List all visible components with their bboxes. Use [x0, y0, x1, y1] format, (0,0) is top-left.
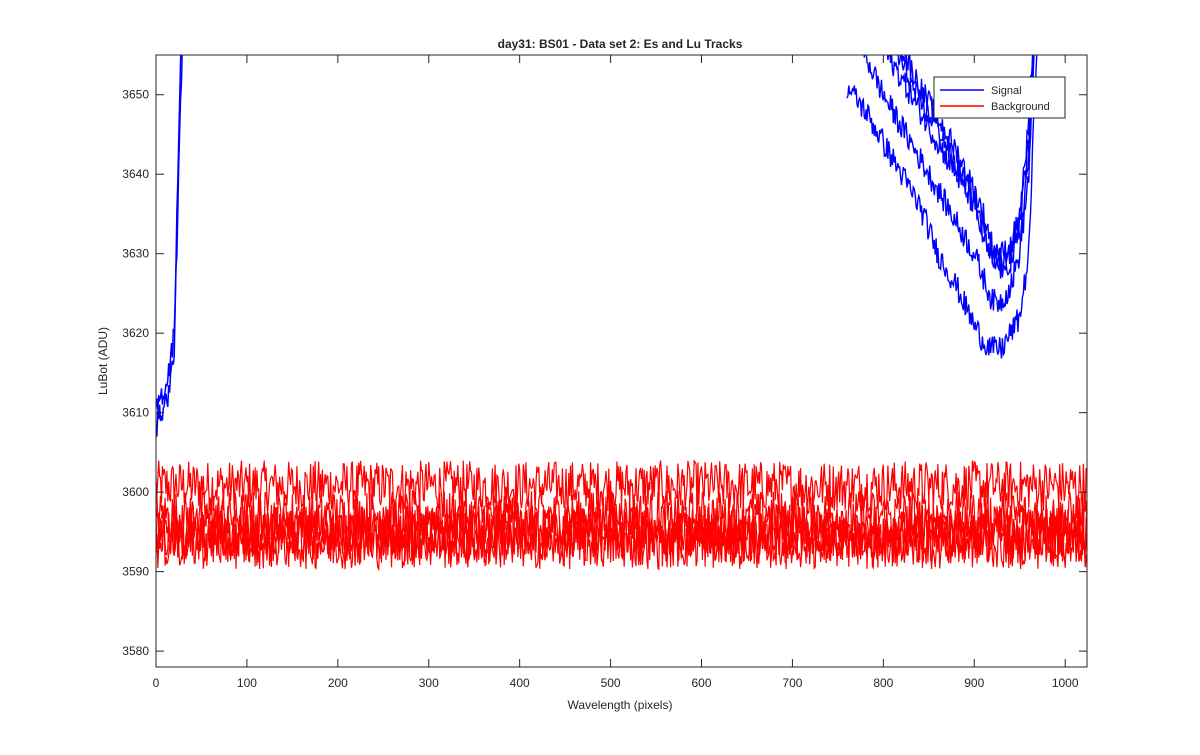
legend-box [933, 76, 1066, 119]
chart-title: day31: BS01 - Data set 2: Es and Lu Trac… [498, 37, 743, 51]
signal-series-line [846, 55, 1038, 359]
x-axis-label: Wavelength (pixels) [568, 698, 673, 712]
y-tick-label: 3590 [122, 565, 149, 579]
plot-area [156, 55, 1087, 572]
legend: Signal Background [933, 76, 1066, 119]
y-tick-label: 3640 [122, 167, 149, 181]
y-tick-label: 3600 [122, 485, 149, 499]
x-tick-label: 600 [691, 676, 711, 690]
signal-series-line [156, 55, 182, 411]
x-tick-label: 200 [328, 676, 348, 690]
x-tick-label: 700 [782, 676, 802, 690]
y-tick-label: 3610 [122, 406, 149, 420]
x-tick-label: 300 [419, 676, 439, 690]
y-tick-label: 3580 [122, 644, 149, 658]
x-tick-label: 800 [873, 676, 893, 690]
x-tick-label: 100 [237, 676, 257, 690]
y-tick-label: 3650 [122, 88, 149, 102]
x-tick-label: 1000 [1052, 676, 1079, 690]
signal-series-line [863, 55, 1035, 312]
x-tick-label: 900 [964, 676, 984, 690]
legend-entry-label: Background [991, 101, 1050, 113]
y-tick-label: 3620 [122, 326, 149, 340]
x-tick-label: 0 [153, 676, 160, 690]
y-axis-label: LuBot (ADU) [96, 327, 110, 395]
y-tick-label: 3630 [122, 247, 149, 261]
legend-entry-label: Signal [991, 85, 1022, 97]
x-tick-label: 500 [601, 676, 621, 690]
axes-box [155, 54, 1088, 668]
x-tick-label: 400 [510, 676, 530, 690]
background-series-line [156, 516, 1087, 572]
signal-series-line [900, 55, 1034, 263]
